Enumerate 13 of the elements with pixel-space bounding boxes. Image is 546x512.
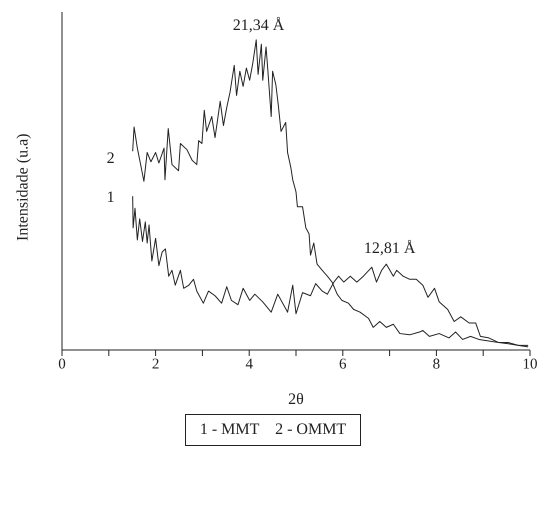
x-tick-label: 0 [58,356,66,373]
x-tick-label: 2 [152,356,160,373]
x-axis-title: 2θ [288,391,304,408]
x-tick-label: 6 [339,356,348,373]
text: 1 - MMT 2 - OMMT [184,414,362,446]
series-label: 1 [106,188,115,206]
x-tick-label: 10 [522,356,538,373]
series-label: 2 [106,150,115,167]
y-axis-title: Intensidade (u.a) [14,133,32,241]
annotation: 12,81 Å [364,239,416,258]
x-tick-label: 8 [432,356,440,373]
annotation: 21,34 Å [232,16,285,34]
x-tick-label: 4 [245,356,254,373]
